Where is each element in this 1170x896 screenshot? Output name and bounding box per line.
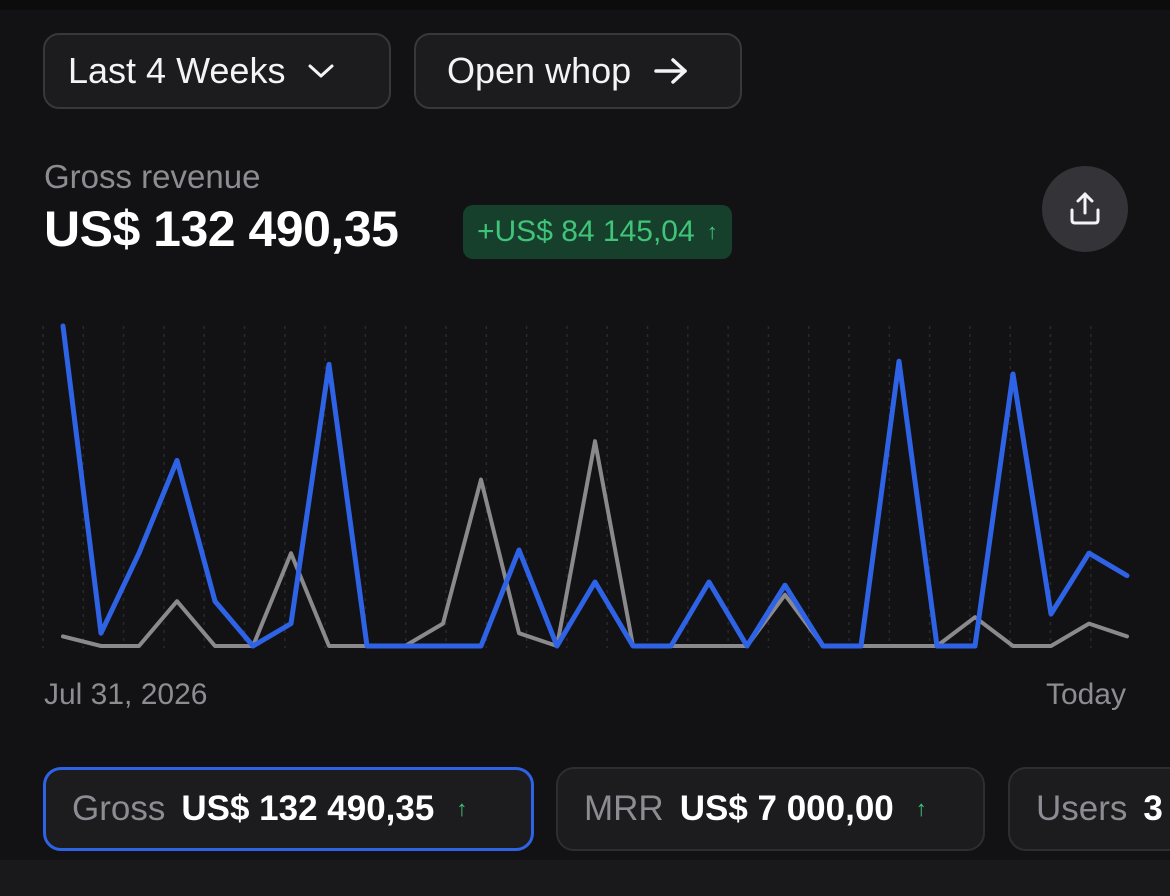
series-line-comparison (61, 439, 1129, 648)
status-strip (0, 0, 1170, 10)
arrow-up-icon: ↑ (915, 796, 927, 821)
stat-card-label: MRR (584, 789, 664, 828)
share-icon (1070, 192, 1100, 225)
stat-card-gross[interactable]: Gross US$ 132 490,35 ↑ (43, 767, 534, 851)
x-axis-start-label: Jul 31, 2026 (44, 678, 208, 711)
stat-card-mrr[interactable]: MRR US$ 7 000,00 ↑ (556, 767, 985, 851)
gross-revenue-label: Gross revenue (44, 158, 261, 195)
bottom-bar (0, 860, 1170, 896)
stat-card-users[interactable]: Users 3 (1008, 767, 1170, 851)
chart-series (60, 323, 1130, 649)
gross-revenue-value: US$ 132 490,35 (44, 201, 399, 257)
open-whop-button[interactable]: Open whop (414, 33, 742, 109)
stat-card-label: Users (1036, 789, 1128, 828)
arrow-up-icon: ↑ (706, 219, 718, 244)
series-line-gross (60, 323, 1130, 649)
stat-card-label: Gross (72, 789, 166, 828)
chevron-down-icon (308, 64, 334, 78)
x-axis-end-label: Today (1045, 678, 1126, 711)
share-button[interactable] (1042, 166, 1128, 252)
delta-value: +US$ 84 145,04 (477, 215, 695, 248)
revenue-chart (42, 323, 1130, 649)
period-label: Last 4 Weeks (68, 50, 286, 91)
stat-card-value: US$ 132 490,35 (181, 789, 435, 828)
arrow-right-icon (654, 58, 687, 84)
open-whop-label: Open whop (447, 50, 632, 91)
arrow-up-icon: ↑ (456, 796, 468, 821)
period-dropdown[interactable]: Last 4 Weeks (43, 33, 391, 109)
stat-card-value: 3 (1143, 789, 1163, 828)
delta-badge: +US$ 84 145,04 ↑ (463, 205, 732, 259)
stat-card-value: US$ 7 000,00 (679, 789, 894, 828)
